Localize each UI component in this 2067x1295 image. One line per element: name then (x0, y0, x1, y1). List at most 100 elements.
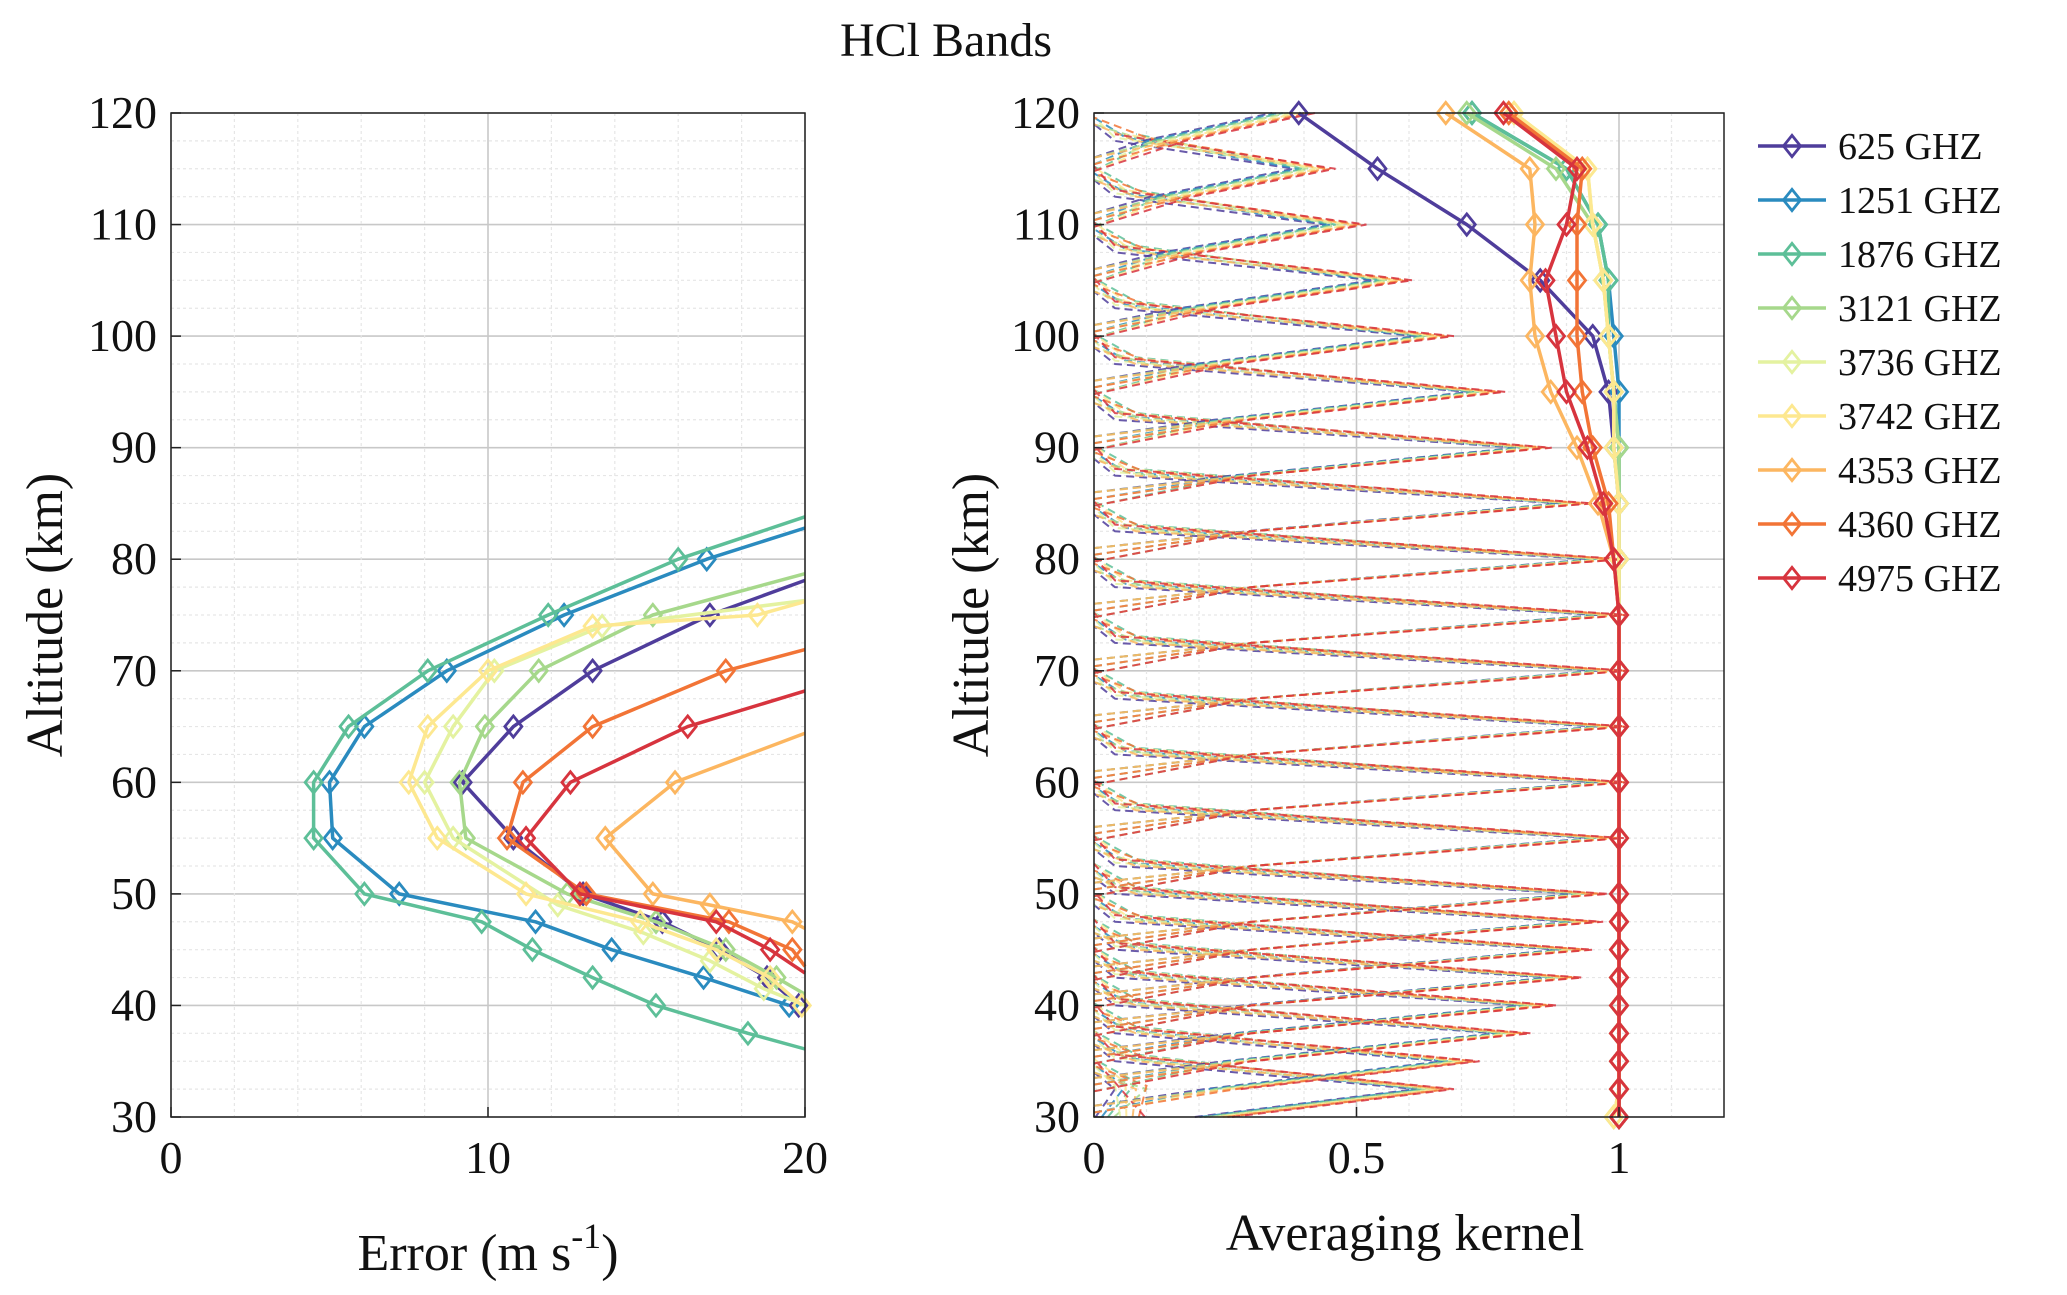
series-line (524, 689, 806, 975)
data-point-marker (582, 613, 603, 640)
data-point-marker (1608, 1076, 1630, 1102)
data-point-marker (782, 936, 803, 963)
data-point-marker (477, 657, 499, 684)
data-point-marker (1545, 323, 1567, 349)
row-kernel-dashed-line (1093, 112, 1310, 166)
row-kernel-dashed-line (1093, 112, 1273, 159)
data-point-marker (1571, 155, 1593, 182)
series-line (327, 526, 806, 1008)
data-point-marker (1288, 100, 1310, 126)
data-point-marker (537, 602, 559, 628)
legend-item: 4975 GHZ (1758, 558, 2002, 600)
row-kernel-dashed-line (1093, 891, 1593, 1009)
row-kernel-dashed-line (1093, 457, 1586, 550)
legend-item: 4353 GHZ (1758, 450, 2002, 492)
data-point-marker (1493, 100, 1514, 126)
row-kernel-dashed-line (1093, 904, 1586, 996)
series-line (457, 572, 806, 996)
y-tick-label: 90 (1034, 422, 1080, 473)
data-point-marker (1598, 323, 1619, 349)
y-tick-label: 90 (111, 422, 157, 473)
y-tick-label: 30 (111, 1091, 157, 1142)
data-point-marker (569, 881, 591, 907)
data-point-marker (512, 769, 534, 796)
data-point-marker (471, 908, 492, 935)
legend-label: 1251 GHZ (1838, 180, 2002, 222)
row-kernel-dashed-line (1093, 946, 1557, 1065)
row-kernel-dashed-line (1093, 863, 1604, 981)
data-point-marker (737, 1020, 759, 1047)
y-tick-label: 110 (90, 199, 157, 250)
y-tick-label: 30 (1034, 1091, 1080, 1142)
data-point-marker (1608, 908, 1630, 935)
data-point-marker (629, 908, 651, 935)
data-point-marker (705, 908, 727, 935)
data-point-marker (693, 964, 714, 991)
data-point-marker (1367, 155, 1388, 182)
data-point-marker (1540, 379, 1562, 405)
data-point-marker (601, 936, 622, 963)
x-tick-label: 0.5 (1328, 1132, 1386, 1183)
y-tick-label: 80 (1034, 533, 1080, 584)
data-point-marker (1577, 434, 1598, 461)
y-tick-label: 120 (88, 87, 157, 138)
legend-label: 625 GHZ (1838, 126, 1983, 168)
data-point-marker (1608, 1104, 1630, 1130)
row-kernel-dashed-line (1093, 974, 1532, 1093)
legend-label: 1876 GHZ (1838, 234, 2002, 276)
row-kernel-dashed-line (1093, 112, 1289, 159)
y-tick-label: 70 (111, 645, 157, 696)
data-point-marker (1545, 155, 1567, 182)
row-kernel-dashed-line (1093, 333, 1506, 451)
data-point-marker (1519, 267, 1541, 294)
data-point-marker (645, 992, 667, 1019)
data-point-marker (715, 936, 737, 963)
data-point-marker (449, 769, 470, 796)
legend-label: 3742 GHZ (1838, 396, 2002, 438)
averaging-kernel-panel: 30 40 50 60 70 80 90 100 110 120 0 0.5 1 Altitude (k… (943, 87, 1725, 1262)
data-point-marker (1519, 155, 1541, 182)
y-tick-label: 60 (1034, 756, 1080, 807)
row-kernel-dashed-line (1093, 444, 1593, 563)
y-tick-label: 120 (1011, 87, 1080, 138)
data-point-marker (452, 769, 473, 796)
data-point-marker (1582, 323, 1604, 349)
row-kernel-dashed-line (1093, 1002, 1480, 1091)
data-point-marker (1571, 379, 1593, 405)
left-x-axis-label: Error (m s-1) (357, 1216, 618, 1282)
legend-label: 3121 GHZ (1838, 288, 2002, 330)
row-kernel-dashed-line (1093, 388, 1527, 507)
series-1876-ghz (303, 515, 806, 1051)
data-point-marker (1535, 267, 1556, 294)
series-line (311, 515, 806, 1051)
data-point-marker (515, 881, 537, 907)
data-point-marker (414, 769, 435, 796)
row-kernel-dashed-line (1093, 389, 1552, 507)
legend-marker (1781, 241, 1803, 267)
data-point-marker (528, 657, 550, 684)
data-point-marker (782, 908, 803, 935)
data-point-marker (1608, 992, 1630, 1019)
left-x-axis-label-main: Error (m s (357, 1225, 571, 1282)
left-x-axis-label-sup: -1 (571, 1216, 601, 1256)
series-4975-ghz (515, 689, 806, 975)
legend-marker (1781, 349, 1803, 375)
data-point-marker (582, 964, 603, 991)
row-kernel-dashed-line (1093, 1030, 1455, 1118)
row-kernel-dashed-line (1093, 1043, 1431, 1118)
data-point-marker (677, 713, 699, 740)
data-point-marker (791, 992, 813, 1019)
row-kernel-dashed-line (1093, 1071, 1138, 1118)
y-tick-label: 70 (1034, 645, 1080, 696)
x-tick-label: 20 (782, 1132, 828, 1183)
legend-label: 4360 GHZ (1838, 504, 2002, 546)
legend-marker (1781, 133, 1803, 159)
row-kernel-dashed-line (1093, 221, 1384, 340)
data-point-marker (715, 657, 737, 684)
right-series-lines (1288, 100, 1630, 1130)
data-point-marker (705, 936, 727, 963)
right-row-kernels-dashed (1093, 112, 1630, 1118)
data-point-marker (667, 546, 689, 573)
series-625-ghz (452, 578, 809, 1019)
row-kernel-dashed-line (1093, 123, 1310, 215)
